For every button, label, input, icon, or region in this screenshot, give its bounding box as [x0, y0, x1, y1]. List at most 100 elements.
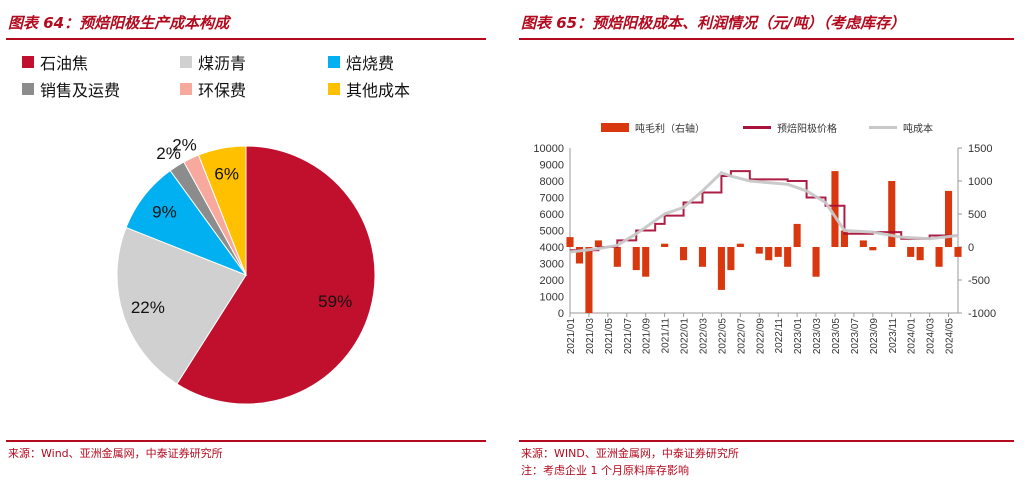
left-top-rule: [6, 38, 486, 40]
x-tick-label: 2023/01: [793, 318, 804, 355]
legend-label: 预焙阳极价格: [777, 122, 837, 135]
profit-bar: [793, 223, 801, 247]
profit-bar: [840, 230, 848, 247]
pie-data-label: 9%: [152, 203, 177, 222]
profit-bar: [935, 247, 943, 267]
left-source: 来源：Wind、亚洲金属网，中泰证券研究所: [8, 447, 223, 460]
y2-tick-label: 500: [968, 209, 986, 221]
pie-data-label: 22%: [131, 298, 165, 317]
profit-bar: [944, 190, 953, 247]
y-tick-label: 1000: [540, 292, 564, 304]
profit-bar: [594, 240, 602, 247]
right-top-rule: [519, 38, 1014, 40]
profit-bar: [755, 247, 763, 254]
profit-bar: [642, 247, 650, 277]
legend-swatch: [22, 56, 34, 68]
pie-data-label: 59%: [318, 292, 352, 311]
x-tick-label: 2023/11: [888, 318, 899, 354]
profit-bar: [727, 247, 735, 271]
profit-bar: [784, 247, 792, 267]
x-tick-label: 2021/05: [604, 318, 615, 355]
right-bottom-rule: [519, 440, 1014, 442]
pie-legend-item: 煤沥青: [180, 50, 328, 74]
legend-swatch: [180, 83, 192, 95]
right-panel: 图表 65：预焙阳极成本、利润情况（元/吨）（考虑库存） 吨毛利（右轴） 预焙阳极…: [513, 0, 1026, 482]
profit-bar: [869, 247, 877, 251]
x-tick-label: 2022/01: [680, 318, 691, 355]
pie-slice: [176, 145, 376, 405]
legend-swatch: [328, 56, 340, 68]
profit-bar: [954, 247, 962, 257]
y-tick-label: 3000: [540, 259, 564, 271]
pie-legend-item: 销售及运费: [22, 77, 180, 101]
legend-label: 吨成本: [903, 122, 933, 135]
y2-tick-label: 0: [968, 242, 974, 254]
pie-legend-item: 石油焦: [22, 50, 180, 74]
right-chart-title: 图表 65：预焙阳极成本、利润情况（元/吨）（考虑库存）: [521, 14, 906, 32]
pie-legend-item: 焙烧费: [328, 50, 462, 74]
profit-bar: [717, 247, 725, 290]
x-tick-label: 2021/07: [623, 318, 634, 355]
profit-bar: [661, 243, 669, 247]
y-tick-label: 10000: [533, 143, 564, 155]
pie-legend-item: 其他成本: [328, 77, 462, 101]
profit-bar: [575, 247, 584, 264]
x-tick-label: 2024/01: [907, 318, 918, 355]
profit-bar: [566, 237, 574, 247]
profit-bar: [613, 247, 621, 267]
right-note: 注：考虑企业 1 个月原料库存影响: [521, 464, 689, 477]
legend-label: 其他成本: [346, 81, 411, 100]
y-tick-label: 2000: [540, 275, 564, 287]
profit-bar: [632, 247, 640, 271]
profit-bar: [916, 247, 924, 261]
left-bottom-rule: [6, 440, 486, 442]
profit-bar: [680, 247, 688, 261]
profit-bar: [907, 247, 915, 257]
x-tick-label: 2023/03: [812, 318, 823, 355]
x-tick-label: 2022/09: [755, 318, 766, 355]
profit-bar: [765, 247, 773, 261]
pie-slice: [197, 145, 247, 276]
profit-bar: [812, 247, 820, 277]
x-tick-label: 2021/11: [661, 318, 672, 354]
pie-data-label: 2%: [156, 144, 181, 163]
legend-label: 石油焦: [40, 54, 89, 73]
x-tick-label: 2021/01: [566, 318, 577, 355]
profit-bar: [698, 247, 707, 267]
legend-label: 销售及运费: [40, 81, 121, 100]
x-tick-label: 2024/05: [945, 318, 956, 355]
cost-series-line: [569, 171, 959, 254]
y2-tick-label: 1000: [968, 176, 992, 188]
profit-bar: [888, 181, 896, 247]
x-tick-label: 2022/03: [698, 318, 709, 355]
x-tick-label: 2021/03: [585, 318, 596, 355]
y-tick-label: 6000: [540, 209, 564, 221]
pie-data-label: 2%: [172, 135, 197, 154]
profit-bar: [736, 243, 744, 247]
x-tick-label: 2022/07: [736, 318, 747, 355]
pie-legend: 石油焦 煤沥青 焙烧费销售及运费 环保费 其他成本: [22, 50, 462, 101]
legend-swatch: [22, 83, 34, 95]
legend-swatch: [328, 83, 340, 95]
pie-legend-item: 环保费: [180, 77, 328, 101]
line-chart: 吨毛利（右轴） 预焙阳极价格 吨成本010002000300040005000600…: [533, 122, 996, 355]
x-tick-label: 2024/03: [926, 318, 937, 355]
y-tick-label: 9000: [540, 160, 564, 172]
pie-slice: [116, 226, 247, 385]
x-tick-label: 2022/05: [717, 318, 728, 355]
x-tick-label: 2023/05: [831, 318, 842, 355]
y2-tick-label: 1500: [968, 143, 992, 155]
legend-label: 焙烧费: [346, 54, 395, 73]
right-source: 来源：WIND、亚洲金属网，中泰证券研究所: [521, 447, 739, 460]
pie-chart: 59% 22% 9% 2%2% 6%: [116, 135, 376, 405]
profit-bar: [774, 247, 782, 257]
pie-data-label: 6%: [214, 165, 239, 184]
left-chart-title: 图表 64：预焙阳极生产成本构成: [8, 14, 230, 32]
profit-bar: [859, 240, 867, 247]
y2-tick-label: -500: [968, 275, 990, 287]
profit-bar: [831, 171, 839, 247]
x-tick-label: 2023/07: [850, 318, 861, 355]
y-tick-label: 5000: [540, 226, 564, 238]
legend-swatch: [601, 123, 629, 132]
x-tick-label: 2023/09: [869, 318, 880, 355]
